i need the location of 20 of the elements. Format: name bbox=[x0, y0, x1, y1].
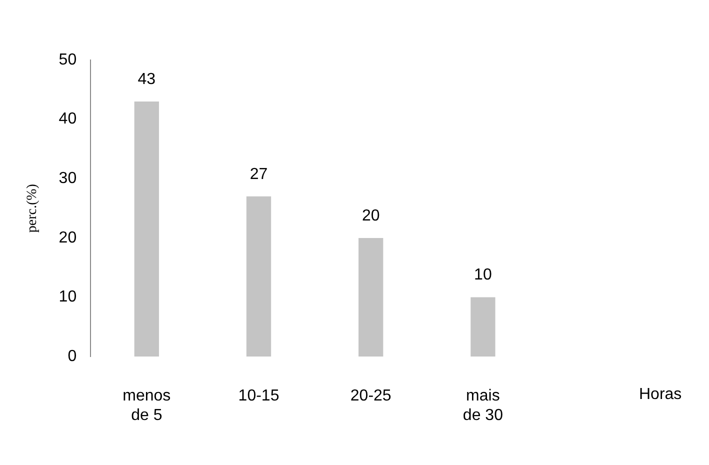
bar bbox=[358, 238, 384, 357]
bar bbox=[246, 196, 272, 357]
y-tick-label: 0 bbox=[68, 348, 77, 366]
y-tick-label: 30 bbox=[58, 170, 77, 188]
data-label: 20 bbox=[362, 207, 380, 224]
data-label: 43 bbox=[138, 70, 156, 88]
bar bbox=[134, 102, 159, 357]
x-tick-label: 20-25 bbox=[350, 388, 392, 405]
text: Horas bbox=[639, 386, 682, 404]
data-label: 10 bbox=[474, 266, 492, 284]
x-tick-label: menos de 5 bbox=[122, 388, 171, 424]
x-tick-label: 10-15 bbox=[238, 388, 280, 405]
y-tick-label: 10 bbox=[58, 288, 77, 306]
data-label: 27 bbox=[250, 166, 268, 183]
x-tick-label: mais de 30 bbox=[462, 388, 504, 424]
y-axis-title: perc.(%) bbox=[25, 184, 40, 233]
y-tick-label: 40 bbox=[58, 110, 77, 128]
bar bbox=[470, 297, 496, 357]
y-tick-label: 20 bbox=[58, 229, 77, 246]
y-tick-label: 50 bbox=[58, 51, 77, 68]
